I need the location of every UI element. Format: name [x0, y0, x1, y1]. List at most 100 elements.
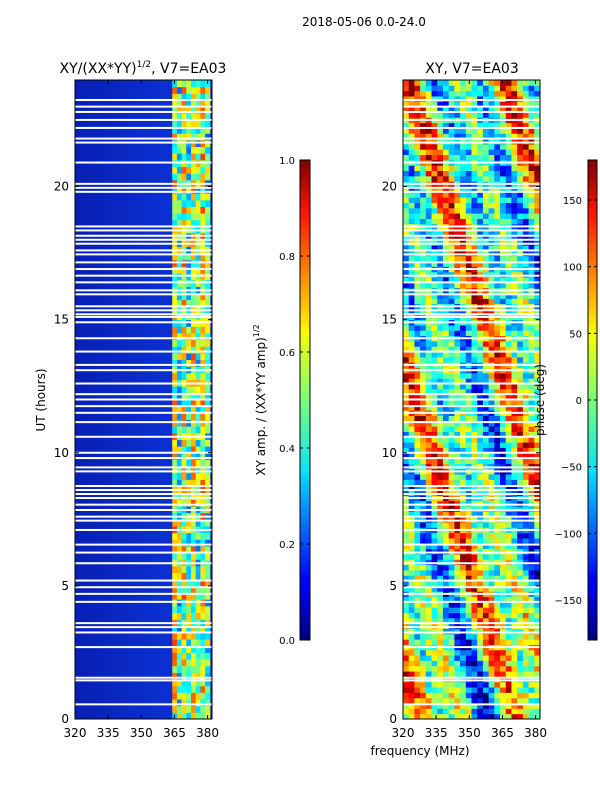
phase-cell	[505, 559, 512, 566]
phase-cell	[471, 639, 478, 645]
phase-cell	[465, 692, 472, 699]
phase-cell	[460, 85, 467, 92]
phase-cell	[500, 372, 507, 379]
phase-cell	[522, 111, 530, 118]
flagged-row	[75, 238, 212, 241]
phase-cell	[477, 458, 484, 464]
phase-cell	[488, 207, 495, 214]
phase-cell	[500, 175, 507, 182]
phase-cell	[471, 308, 478, 315]
phase-cell	[534, 420, 541, 427]
phase-cell	[442, 655, 450, 661]
amplitude-cell	[172, 532, 178, 540]
phase-cell	[517, 436, 524, 443]
phase-cell	[448, 186, 455, 193]
phase-cell	[454, 218, 461, 225]
phase-cell	[420, 569, 427, 576]
phase-cell	[431, 516, 438, 523]
phase-cell	[471, 484, 478, 491]
phase-cell	[442, 245, 450, 251]
phase-cell	[471, 458, 478, 464]
phase-cell	[477, 703, 484, 709]
phase-cell	[465, 665, 472, 672]
amplitude-cell	[172, 386, 178, 394]
amplitude-cell	[186, 359, 192, 367]
amplitude-cell	[186, 625, 192, 633]
phase-cell	[471, 612, 478, 619]
phase-cell	[448, 324, 455, 331]
amplitude-cell	[200, 406, 206, 414]
phase-cell	[448, 404, 455, 411]
flagged-row	[403, 105, 540, 108]
amplitude-cell	[181, 359, 187, 367]
phase-cell	[448, 484, 455, 491]
phase-cell	[517, 229, 524, 235]
phase-cell	[414, 394, 421, 400]
phase-cell	[511, 399, 518, 406]
phase-cell	[494, 122, 501, 129]
amplitude-cell	[186, 532, 192, 540]
phase-cell	[477, 239, 484, 246]
phase-cell	[528, 708, 535, 715]
phase-cell	[448, 537, 455, 544]
phase-cell	[494, 484, 501, 491]
phase-cell	[425, 277, 433, 283]
phase-cell	[448, 521, 455, 528]
phase-cell	[448, 500, 455, 507]
amplitude-cell	[186, 565, 192, 574]
phase-cell	[511, 415, 518, 422]
amplitude-cell	[191, 199, 197, 207]
phase-cell	[517, 575, 524, 582]
phase-cell	[431, 697, 438, 704]
y-tick-label: 15	[382, 313, 397, 327]
phase-cell	[494, 282, 501, 289]
phase-cell	[465, 261, 472, 267]
phase-cell	[505, 521, 512, 528]
phase-cell	[420, 607, 427, 613]
phase-cell	[454, 521, 461, 528]
flagged-row	[403, 543, 540, 546]
amplitude-cell	[176, 685, 183, 693]
phase-cell	[528, 122, 535, 129]
phase-cell	[425, 170, 433, 177]
phase-cell	[511, 623, 518, 629]
amplitude-cell	[200, 193, 206, 201]
amplitude-cell	[205, 545, 211, 554]
phase-cell	[517, 713, 524, 720]
amplitude-cell	[176, 293, 183, 301]
phase-cell	[528, 404, 535, 411]
phase-cell	[414, 346, 421, 353]
phase-cell	[511, 463, 518, 470]
phase-cell	[528, 687, 535, 693]
amplitude-cell	[195, 93, 201, 101]
phase-cell	[408, 239, 415, 246]
phase-cell	[408, 388, 415, 395]
phase-cell	[454, 415, 461, 422]
phase-cell	[511, 207, 518, 214]
phase-cell	[534, 703, 541, 709]
phase-cell	[494, 543, 501, 550]
phase-cell	[403, 175, 410, 182]
amplitude-cell	[191, 565, 197, 574]
phase-cell	[471, 351, 478, 358]
phase-cell	[454, 687, 461, 693]
phase-cell	[522, 537, 530, 544]
phase-cell	[460, 431, 467, 438]
flagged-row	[75, 393, 212, 396]
phase-cell	[465, 250, 472, 257]
amplitude-cell	[205, 699, 211, 707]
phase-cell	[500, 458, 507, 464]
phase-cell	[534, 596, 541, 603]
phase-cell	[522, 559, 530, 566]
amplitude-cell	[172, 359, 178, 367]
phase-cell	[403, 213, 410, 219]
phase-cell	[511, 175, 518, 182]
flagged-row	[75, 350, 212, 353]
amplitude-cell	[205, 552, 211, 560]
phase-cell	[460, 191, 467, 198]
phase-cell	[448, 308, 455, 315]
phase-cell	[408, 713, 415, 720]
colorbar-tick-label: 100	[563, 263, 582, 274]
phase-cell	[403, 207, 410, 214]
amplitude-cell	[181, 326, 187, 334]
